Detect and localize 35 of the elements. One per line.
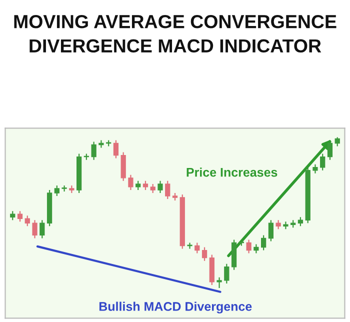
candlestick (136, 180, 141, 191)
candlestick (17, 210, 23, 222)
candlestick (224, 263, 230, 284)
candlestick (283, 221, 288, 230)
candlestick (98, 140, 104, 148)
candlestick (32, 220, 38, 239)
candlestick (268, 220, 274, 242)
candlestick (113, 140, 119, 159)
candlestick (246, 239, 252, 254)
candlestick (142, 180, 148, 191)
candlestick (298, 216, 304, 227)
candlestick (24, 215, 30, 227)
candlestick (91, 141, 96, 160)
candlestick (194, 242, 200, 254)
candlestick (165, 180, 170, 200)
candlestick (54, 184, 60, 197)
candlestick (128, 174, 134, 191)
candlestick (10, 210, 16, 221)
candlestick (334, 136, 340, 147)
candlestick (276, 220, 281, 230)
candlestick (320, 153, 326, 171)
candlestick (261, 234, 266, 251)
candlestick (327, 140, 333, 160)
candlestick (150, 183, 156, 194)
candlestick (312, 164, 318, 174)
text: Bullish MACD Divergence (99, 302, 252, 314)
candlestick (202, 246, 208, 262)
candlestick (40, 220, 45, 239)
chart-title: MOVING AVERAGE CONVERGENCE DIVERGENCE MACD INDICATOR (14, 14, 336, 53)
candlestick (158, 180, 163, 194)
candlestick (62, 184, 67, 192)
annotation: Price Increases (186, 168, 278, 177)
candlestick (216, 276, 222, 289)
candlestick (120, 152, 126, 182)
candlestick (254, 244, 259, 254)
